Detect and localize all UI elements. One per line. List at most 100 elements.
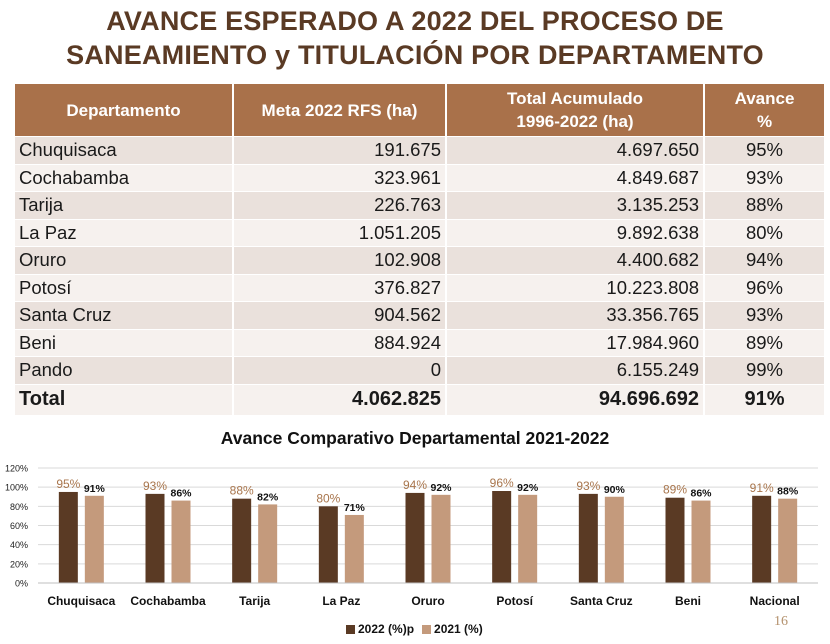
table-row: Pando 0 6.155.249 99% <box>15 356 824 384</box>
cell-avance: 93% <box>704 163 824 192</box>
data-label-2022: 89% <box>663 483 687 497</box>
bar-2021 <box>171 500 191 583</box>
legend-swatch-2021 <box>422 625 432 635</box>
x-tick-label: Cochabamba <box>130 594 206 608</box>
cell-departamento: Potosí <box>15 273 234 302</box>
bar-2021 <box>344 514 364 583</box>
y-tick-label: 100% <box>5 483 28 493</box>
data-label-2021: 92% <box>430 482 452 494</box>
data-label-2022: 95% <box>56 477 80 491</box>
bar-2022 <box>145 493 165 583</box>
y-tick-label: 40% <box>10 540 28 550</box>
bar-2021 <box>518 494 538 583</box>
bar-2022 <box>318 506 338 583</box>
cell-avance: 80% <box>704 218 824 247</box>
cell-meta: 884.924 <box>233 328 447 357</box>
x-tick-label: Chuquisaca <box>47 594 115 608</box>
cell-total: 6.155.249 <box>446 356 705 384</box>
bar-2022 <box>492 491 512 583</box>
total-avance: 91% <box>704 383 824 415</box>
page-number: 16 <box>774 614 788 629</box>
header-avance-line2: % <box>756 112 773 131</box>
bar-2022 <box>578 493 598 583</box>
table-row: Potosí 376.827 10.223.808 96% <box>15 273 824 302</box>
header-total-line1: Total Acumulado <box>507 89 643 108</box>
x-tick-label: Santa Cruz <box>570 594 633 608</box>
data-label-2021: 86% <box>170 488 192 500</box>
table-row: Tarija 226.763 3.135.253 88% <box>15 191 824 219</box>
cell-meta: 0 <box>233 356 447 384</box>
bar-2021 <box>431 494 451 583</box>
y-tick-label: 120% <box>5 464 28 474</box>
table-header-row: Departamento Meta 2022 RFS (ha) Total Ac… <box>15 84 824 137</box>
cell-avance: 93% <box>704 301 824 329</box>
bar-chart: 0% 20% 40% 60% 80% 100% 120% 95% 91% Chuquisaca 93… <box>5 464 818 608</box>
cell-departamento: La Paz <box>15 218 234 247</box>
bar-2021 <box>84 495 104 583</box>
table-row: Cochabamba 323.961 4.849.687 93% <box>15 163 824 192</box>
data-label-2021: 90% <box>604 484 626 496</box>
cell-departamento: Beni <box>15 328 234 357</box>
cell-meta: 102.908 <box>233 246 447 274</box>
data-label-2022: 96% <box>490 476 514 490</box>
bar-2021 <box>604 496 624 583</box>
bar-2022 <box>665 497 685 583</box>
cell-total: 10.223.808 <box>446 273 705 302</box>
cell-meta: 191.675 <box>233 136 447 164</box>
data-label-2021: 88% <box>777 486 799 498</box>
legend-item-2021: 2021 (%) <box>422 622 483 636</box>
cell-departamento: Cochabamba <box>15 163 234 192</box>
total-meta: 4.062.825 <box>233 383 447 415</box>
header-meta: Meta 2022 RFS (ha) <box>233 84 447 137</box>
header-departamento: Departamento <box>15 84 234 137</box>
data-label-2021: 86% <box>690 488 712 500</box>
data-label-2022: 91% <box>750 481 774 495</box>
data-label-2022: 93% <box>576 479 600 493</box>
table-row: Beni 884.924 17.984.960 89% <box>15 328 824 357</box>
cell-total: 4.400.682 <box>446 246 705 274</box>
cell-departamento: Oruro <box>15 246 234 274</box>
data-label-2021: 92% <box>517 482 539 494</box>
legend-swatch-2022 <box>346 625 355 635</box>
bar-2021 <box>778 498 798 583</box>
x-tick-label: Tarija <box>239 594 270 608</box>
cell-total: 9.892.638 <box>446 218 705 247</box>
cell-departamento: Tarija <box>15 191 234 219</box>
total-acumulado: 94.696.692 <box>446 383 705 415</box>
data-label-2022: 80% <box>316 491 340 505</box>
bar-2022 <box>405 492 425 583</box>
total-label: Total <box>15 383 234 415</box>
cell-avance: 88% <box>704 191 824 219</box>
data-label-2021: 82% <box>257 491 279 503</box>
cell-total: 3.135.253 <box>446 191 705 219</box>
bar-2021 <box>258 504 278 583</box>
department-table: Departamento Meta 2022 RFS (ha) Total Ac… <box>15 84 824 415</box>
bar-2022 <box>232 498 252 583</box>
cell-total: 33.356.765 <box>446 301 705 329</box>
bar-2021 <box>691 500 711 583</box>
data-label-2022: 94% <box>403 478 427 492</box>
cell-departamento: Santa Cruz <box>15 301 234 329</box>
cell-avance: 99% <box>704 356 824 384</box>
title-line-2: SANEAMIENTO y TITULACIÓN POR DEPARTAMENT… <box>66 40 764 70</box>
legend-item-2022: 2022 (%)p <box>346 622 414 636</box>
x-tick-label: Beni <box>675 594 701 608</box>
y-tick-label: 20% <box>10 559 28 569</box>
y-tick-label: 60% <box>10 521 28 531</box>
x-tick-label: Potosí <box>496 594 533 608</box>
header-total-acumulado: Total Acumulado 1996-2022 (ha) <box>446 84 705 137</box>
x-tick-label: La Paz <box>322 594 360 608</box>
header-total-line2: 1996-2022 (ha) <box>516 112 634 131</box>
data-label-2021: 91% <box>84 483 106 495</box>
y-tick-label: 80% <box>10 502 28 512</box>
cell-meta: 226.763 <box>233 191 447 219</box>
data-label-2022: 88% <box>230 484 254 498</box>
cell-meta: 904.562 <box>233 301 447 329</box>
cell-meta: 323.961 <box>233 163 447 192</box>
page-title: AVANCE ESPERADO A 2022 DEL PROCESO DE SA… <box>0 4 830 72</box>
table-row: La Paz 1.051.205 9.892.638 80% <box>15 218 824 247</box>
y-tick-label: 0% <box>15 579 28 589</box>
bar-2022 <box>752 495 772 583</box>
table-row: Chuquisaca 191.675 4.697.650 95% <box>15 136 824 164</box>
x-tick-label: Nacional <box>750 594 800 608</box>
